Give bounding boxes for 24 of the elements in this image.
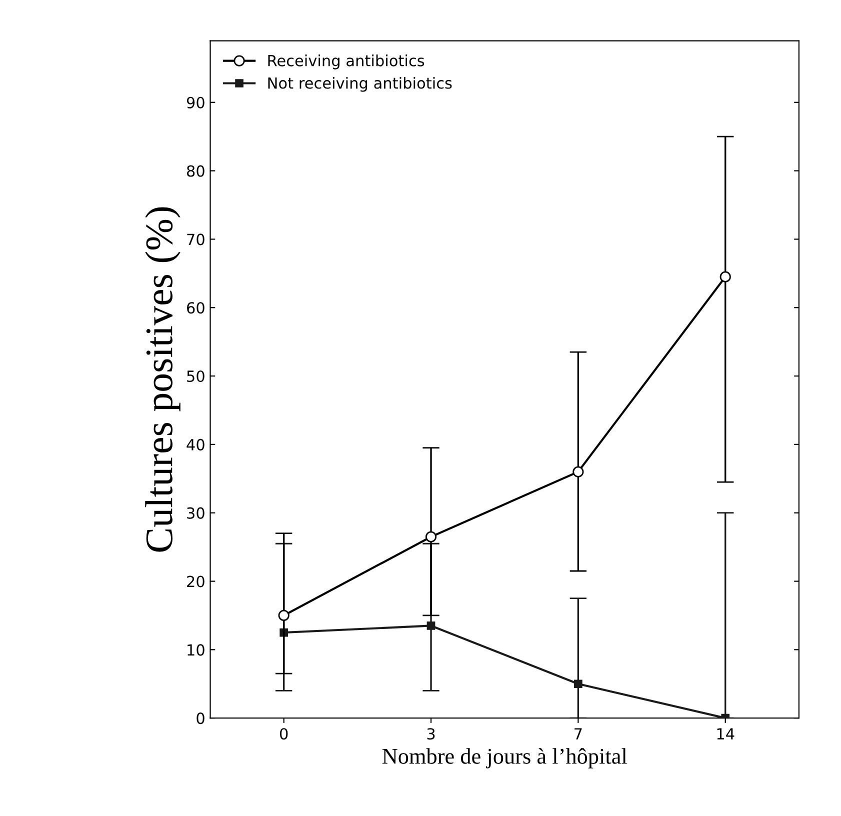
point (720, 271, 731, 282)
y-tick-label: 90 (186, 96, 204, 108)
y-tick-label: 40 (186, 438, 204, 450)
y-tick-label: 60 (187, 302, 204, 314)
y-tick-label: 0 (196, 712, 204, 724)
y-tick-label: 30 (187, 507, 204, 519)
y-axis-title: Cultures positives (%) (145, 207, 180, 552)
point (574, 680, 582, 688)
legend-label: Receiving antibiotics (268, 54, 424, 70)
point (572, 466, 584, 478)
x-tick-label: 0 (280, 728, 288, 740)
point (278, 610, 290, 622)
point (425, 531, 437, 542)
y-tick-label: 70 (187, 234, 204, 246)
y-tick-label: 10 (188, 644, 204, 656)
x-tick-label: 3 (427, 728, 435, 740)
y-tick-label: 50 (187, 370, 204, 382)
x-tick-label: 14 (717, 728, 734, 740)
y-tick-label: 80 (186, 165, 204, 177)
x-tick-label: 7 (574, 728, 582, 740)
point (426, 622, 436, 630)
x-axis-title: Nombre de jours à l’hôpital (382, 748, 627, 768)
y-tick-label: 20 (187, 576, 204, 588)
legend-label: Not receiving antibiotics (268, 76, 452, 92)
